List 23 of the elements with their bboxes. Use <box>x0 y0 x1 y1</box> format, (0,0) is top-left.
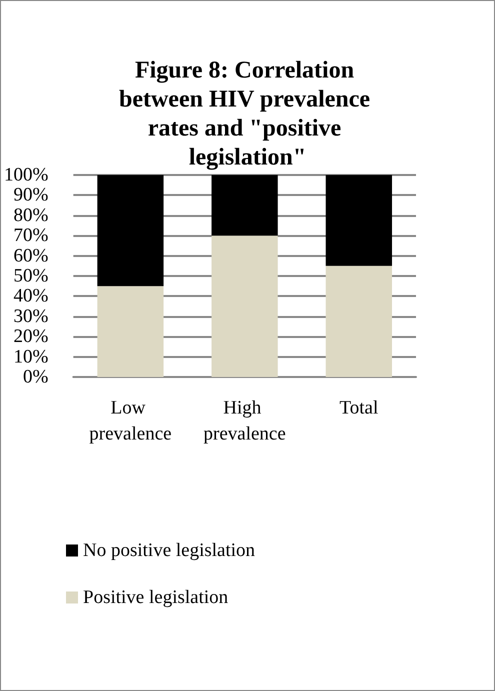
bar <box>97 175 164 286</box>
bar <box>212 236 278 377</box>
x-tick-label: High prevalence <box>204 398 286 444</box>
y-tick-label: 60% <box>14 245 48 266</box>
y-tick-label: 50% <box>14 266 48 286</box>
y-tick-label: 100% <box>4 164 48 186</box>
bar <box>97 286 164 377</box>
chart-title: Figure 8: Correlation between HIV prevalence rates and "positive legislation" <box>118 58 376 170</box>
y-tick-label: 70% <box>14 225 48 246</box>
y-tick-label: 30% <box>14 306 48 327</box>
y-tick-label: 0% <box>23 366 48 388</box>
y-tick-label: 40% <box>14 286 48 307</box>
y-tick-label: 80% <box>14 204 48 226</box>
bar <box>212 175 278 236</box>
legend-label: Positive legislation <box>83 587 229 608</box>
y-tick-label: 20% <box>14 326 48 348</box>
bar <box>326 175 392 266</box>
x-tick-label: Total <box>339 398 378 418</box>
x-tick-label: Low prevalence <box>89 398 172 444</box>
legend-label: No positive legislation <box>83 540 256 561</box>
y-tick-label: 10% <box>14 346 48 368</box>
y-tick-label: 90% <box>14 184 48 206</box>
bar <box>326 266 392 377</box>
